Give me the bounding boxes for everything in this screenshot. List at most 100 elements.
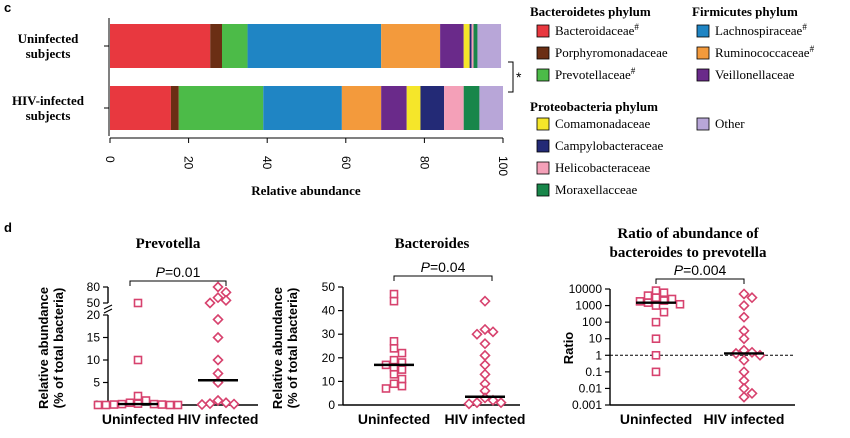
data-point [479, 323, 491, 336]
y-tick-label: 1000 [575, 299, 602, 313]
legend-swatch-helicobacteraceae [536, 161, 550, 175]
data-point [635, 297, 645, 306]
data-point [381, 384, 391, 393]
bar-segment-ruminococcaceae-1 [341, 86, 382, 130]
category-label: HIV-infected [12, 93, 85, 108]
data-point [212, 367, 224, 380]
legend-swatch-bacteroidaceae [536, 24, 550, 38]
y-tick-label: 100 [582, 315, 602, 329]
axis-break-marks [103, 304, 113, 314]
significance-bracket [129, 280, 227, 286]
p-value: P=0.04 [421, 259, 466, 275]
x-category-label: HIV infected [178, 411, 259, 427]
data-point [93, 400, 103, 410]
x-category-label: HIV infected [704, 411, 785, 427]
data-point [397, 365, 407, 374]
data-point [479, 338, 491, 350]
y-tick-label: 30 [322, 327, 336, 341]
bar-segment-bacteroidaceae-0 [110, 24, 211, 68]
y-tick-label: 0.001 [572, 398, 602, 412]
legend-label-ruminococcaceae: Ruminococcaceae# [715, 44, 815, 60]
y-tick-label: 10 [87, 353, 101, 367]
data-point [651, 293, 661, 302]
data-point [397, 348, 407, 358]
y-tick-label: 5 [93, 376, 100, 390]
significance-marker: * [516, 69, 522, 85]
data-point [659, 296, 669, 305]
bar-segment-campylobacteraceae-0 [469, 24, 472, 68]
bar-segment-bacteroidaceae-1 [110, 86, 171, 130]
legend-swatch-moraxellacceae [536, 183, 550, 197]
bar-segment-veillonellaceae-1 [381, 86, 407, 130]
data-point [165, 400, 175, 410]
data-point [495, 397, 507, 409]
bar-segment-lachnospiraceae-0 [247, 24, 382, 68]
data-point [220, 397, 232, 409]
data-point [397, 381, 407, 391]
legend-group-title-firmicutes: Firmicutes phylum [692, 4, 798, 19]
legend-label-lachnospiraceae: Lachnospiraceae# [715, 22, 807, 38]
data-point [463, 398, 475, 410]
data-point [675, 299, 685, 309]
bar-segment-other-1 [479, 86, 503, 130]
data-point [651, 350, 661, 360]
y-tick-label: 80 [87, 280, 101, 294]
bar-segment-helicobacteraceae-0 [471, 24, 474, 68]
y-axis-label: (% of total bacteria) [285, 288, 300, 409]
data-point [101, 400, 111, 410]
data-point [212, 281, 224, 293]
bar-segment-comamonadaceae-1 [406, 86, 421, 130]
bar-segment-porphyromonadaceae-0 [210, 24, 223, 68]
panel-d-label: d [4, 220, 12, 235]
ratio-scatter: Ratio of abundance of bacteroides to prev… [561, 226, 795, 427]
category-label: subjects [26, 46, 71, 61]
bar-segment-helicobacteraceae-1 [444, 86, 464, 130]
data-point [212, 313, 224, 326]
bar-segment-ruminococcaceae-0 [381, 24, 441, 68]
x-category-label: Uninfected [358, 411, 430, 427]
data-point [738, 333, 750, 345]
legend-group-title-proteobacteria: Proteobacteria phylum [530, 99, 658, 114]
y-tick-label: 20 [87, 308, 101, 322]
data-point [389, 289, 399, 299]
data-point [659, 307, 669, 317]
y-tick-label: 15 [87, 331, 101, 345]
y-tick-label: 0.01 [579, 381, 603, 395]
legend-swatch-other [696, 117, 710, 131]
data-point [479, 349, 491, 362]
significance-bracket [655, 278, 745, 284]
data-point [746, 292, 758, 304]
data-point [643, 291, 653, 300]
data-point [133, 355, 143, 365]
chart-title: bacteroides to prevotella [610, 245, 767, 261]
y-tick-label: 10000 [569, 282, 603, 296]
data-point [133, 391, 143, 401]
data-point [212, 292, 224, 304]
chart-title: Prevotella [136, 236, 201, 252]
legend-swatch-veillonellaceae [696, 68, 710, 82]
data-point [389, 296, 399, 306]
significance-bracket [393, 275, 493, 281]
bar-segment-veillonellaceae-0 [440, 24, 464, 68]
x-axis: 0 20 40 60 80 100 [103, 137, 510, 176]
data-point [471, 328, 483, 340]
x-tick-label: 0 [103, 156, 117, 163]
x-tick-label: 100 [496, 156, 510, 176]
x-tick-label: 80 [417, 156, 431, 170]
data-point [479, 359, 491, 371]
data-point [212, 331, 224, 344]
legend-label-other: Other [715, 116, 745, 131]
bar-segment-other-0 [477, 24, 502, 68]
data-point [746, 387, 758, 400]
stacked-bars [110, 24, 503, 130]
significance-bracket [508, 61, 514, 93]
data-point [487, 394, 499, 406]
legend-swatch-lachnospiraceae [696, 24, 710, 38]
category-label: subjects [26, 108, 71, 123]
data-point [220, 294, 232, 306]
data-point [651, 367, 661, 377]
bar-segment-porphyromonadaceae-1 [170, 86, 179, 130]
data-point [738, 288, 750, 300]
